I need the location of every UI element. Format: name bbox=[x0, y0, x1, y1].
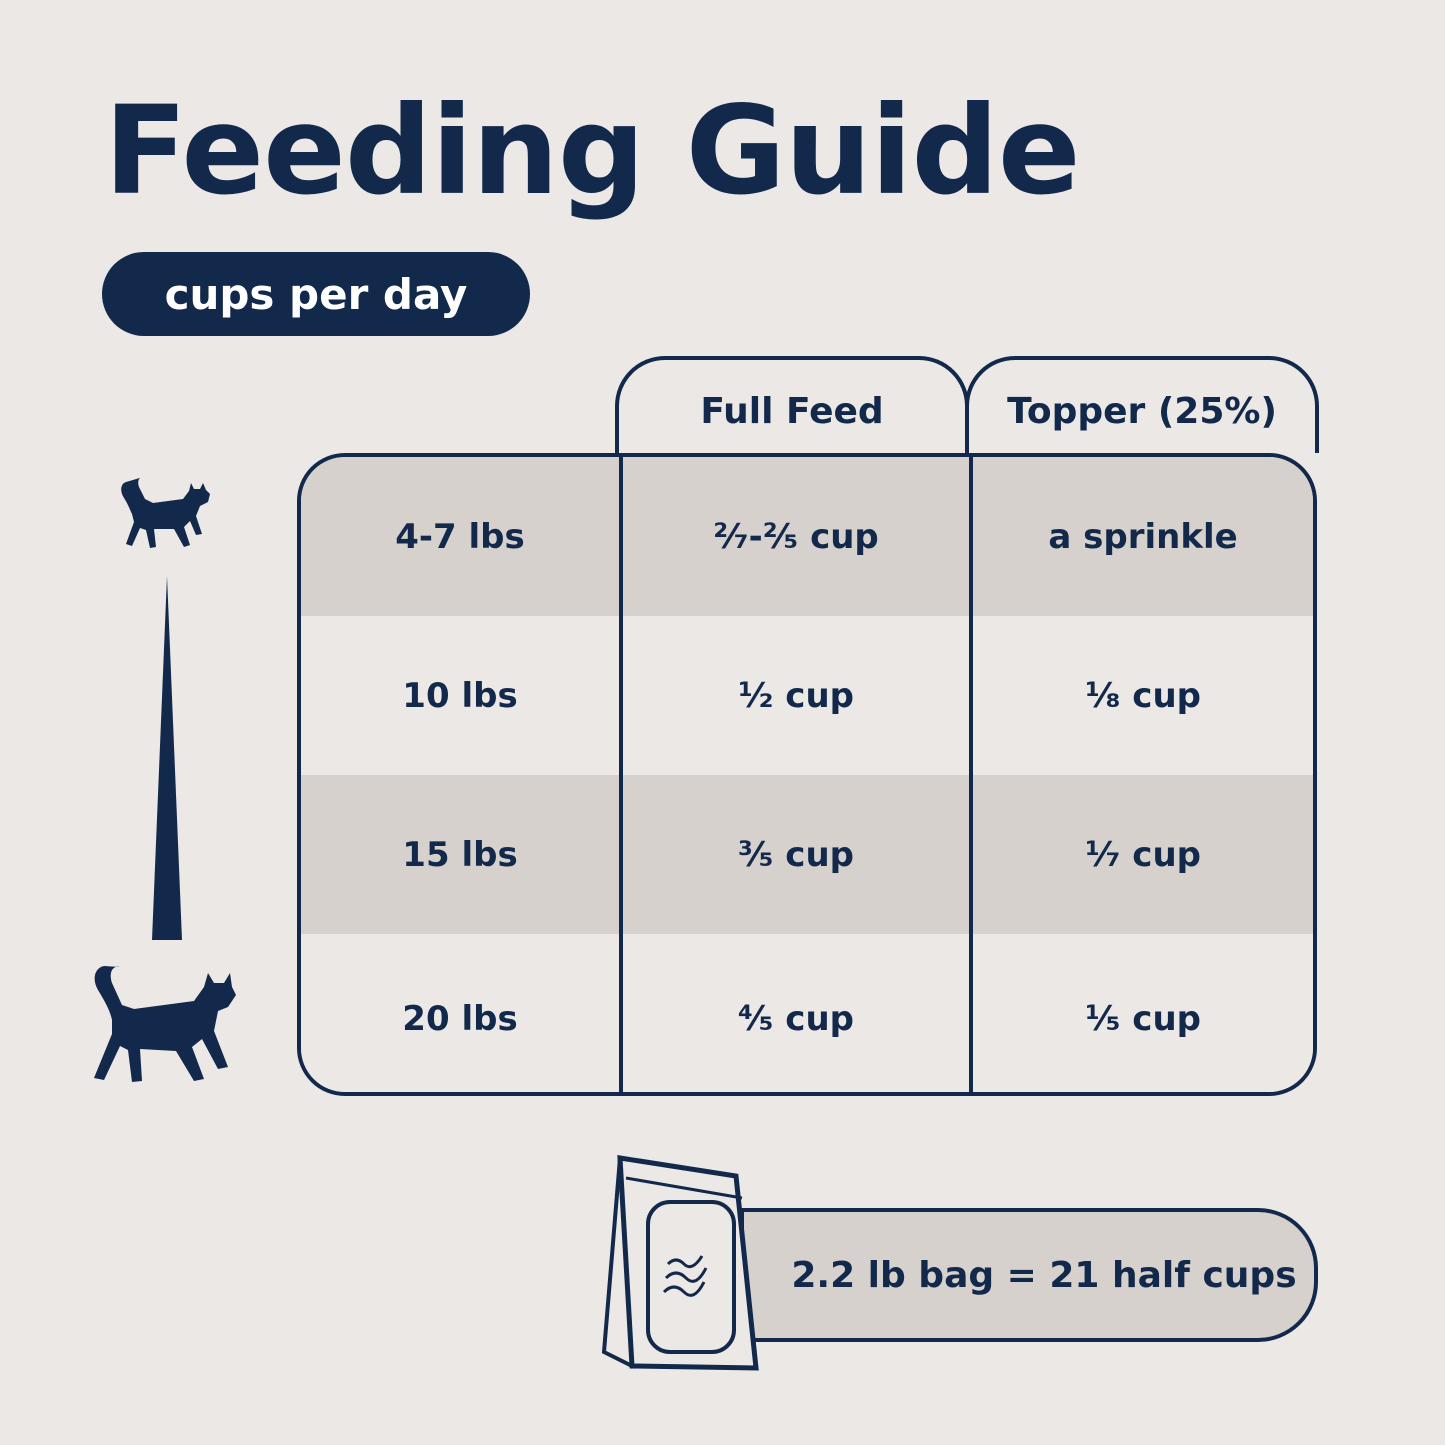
topper-cell: ¹⁄₇ cup bbox=[969, 775, 1313, 934]
full-feed-cell: ²⁄₇-²⁄₅ cup bbox=[619, 457, 969, 616]
bag-note: 2.2 lb bag = 21 half cups bbox=[740, 1208, 1318, 1342]
unit-pill: cups per day bbox=[102, 252, 530, 336]
weight-cell: 20 lbs bbox=[402, 999, 518, 1039]
full-feed-cell: ⁴⁄₅ cup bbox=[619, 934, 969, 1092]
weight-cell: 15 lbs bbox=[402, 834, 518, 875]
weight-cell: 4-7 lbs bbox=[395, 516, 525, 557]
full-feed-cell: ¹⁄₂ cup bbox=[619, 616, 969, 775]
topper-cell: a sprinkle bbox=[969, 457, 1313, 616]
weight-cell: 10 lbs bbox=[402, 675, 518, 716]
small-cat-icon bbox=[121, 478, 210, 548]
column-header-topper: Topper (25%) bbox=[965, 356, 1319, 453]
column-header-full-feed: Full Feed bbox=[615, 356, 969, 453]
table-row: 10 lbs ¹⁄₂ cup ¹⁄₈ cup bbox=[301, 616, 1313, 775]
food-bag-icon bbox=[601, 1155, 759, 1371]
table-row: 20 lbs ⁴⁄₅ cup ¹⁄₅ cup bbox=[301, 934, 1313, 1092]
feeding-table: 4-7 lbs ²⁄₇-²⁄₅ cup a sprinkle 10 lbs ¹⁄… bbox=[297, 453, 1317, 1096]
large-cat-icon bbox=[94, 966, 236, 1082]
page-title: Feeding Guide bbox=[104, 80, 1081, 222]
table-row: 15 lbs ³⁄₅ cup ¹⁄₇ cup bbox=[301, 775, 1313, 934]
table-row: 4-7 lbs ²⁄₇-²⁄₅ cup a sprinkle bbox=[301, 457, 1313, 616]
topper-cell: ¹⁄₈ cup bbox=[969, 616, 1313, 775]
size-wedge-icon bbox=[152, 576, 182, 940]
full-feed-cell: ³⁄₅ cup bbox=[619, 775, 969, 934]
topper-cell: ¹⁄₅ cup bbox=[969, 934, 1313, 1092]
